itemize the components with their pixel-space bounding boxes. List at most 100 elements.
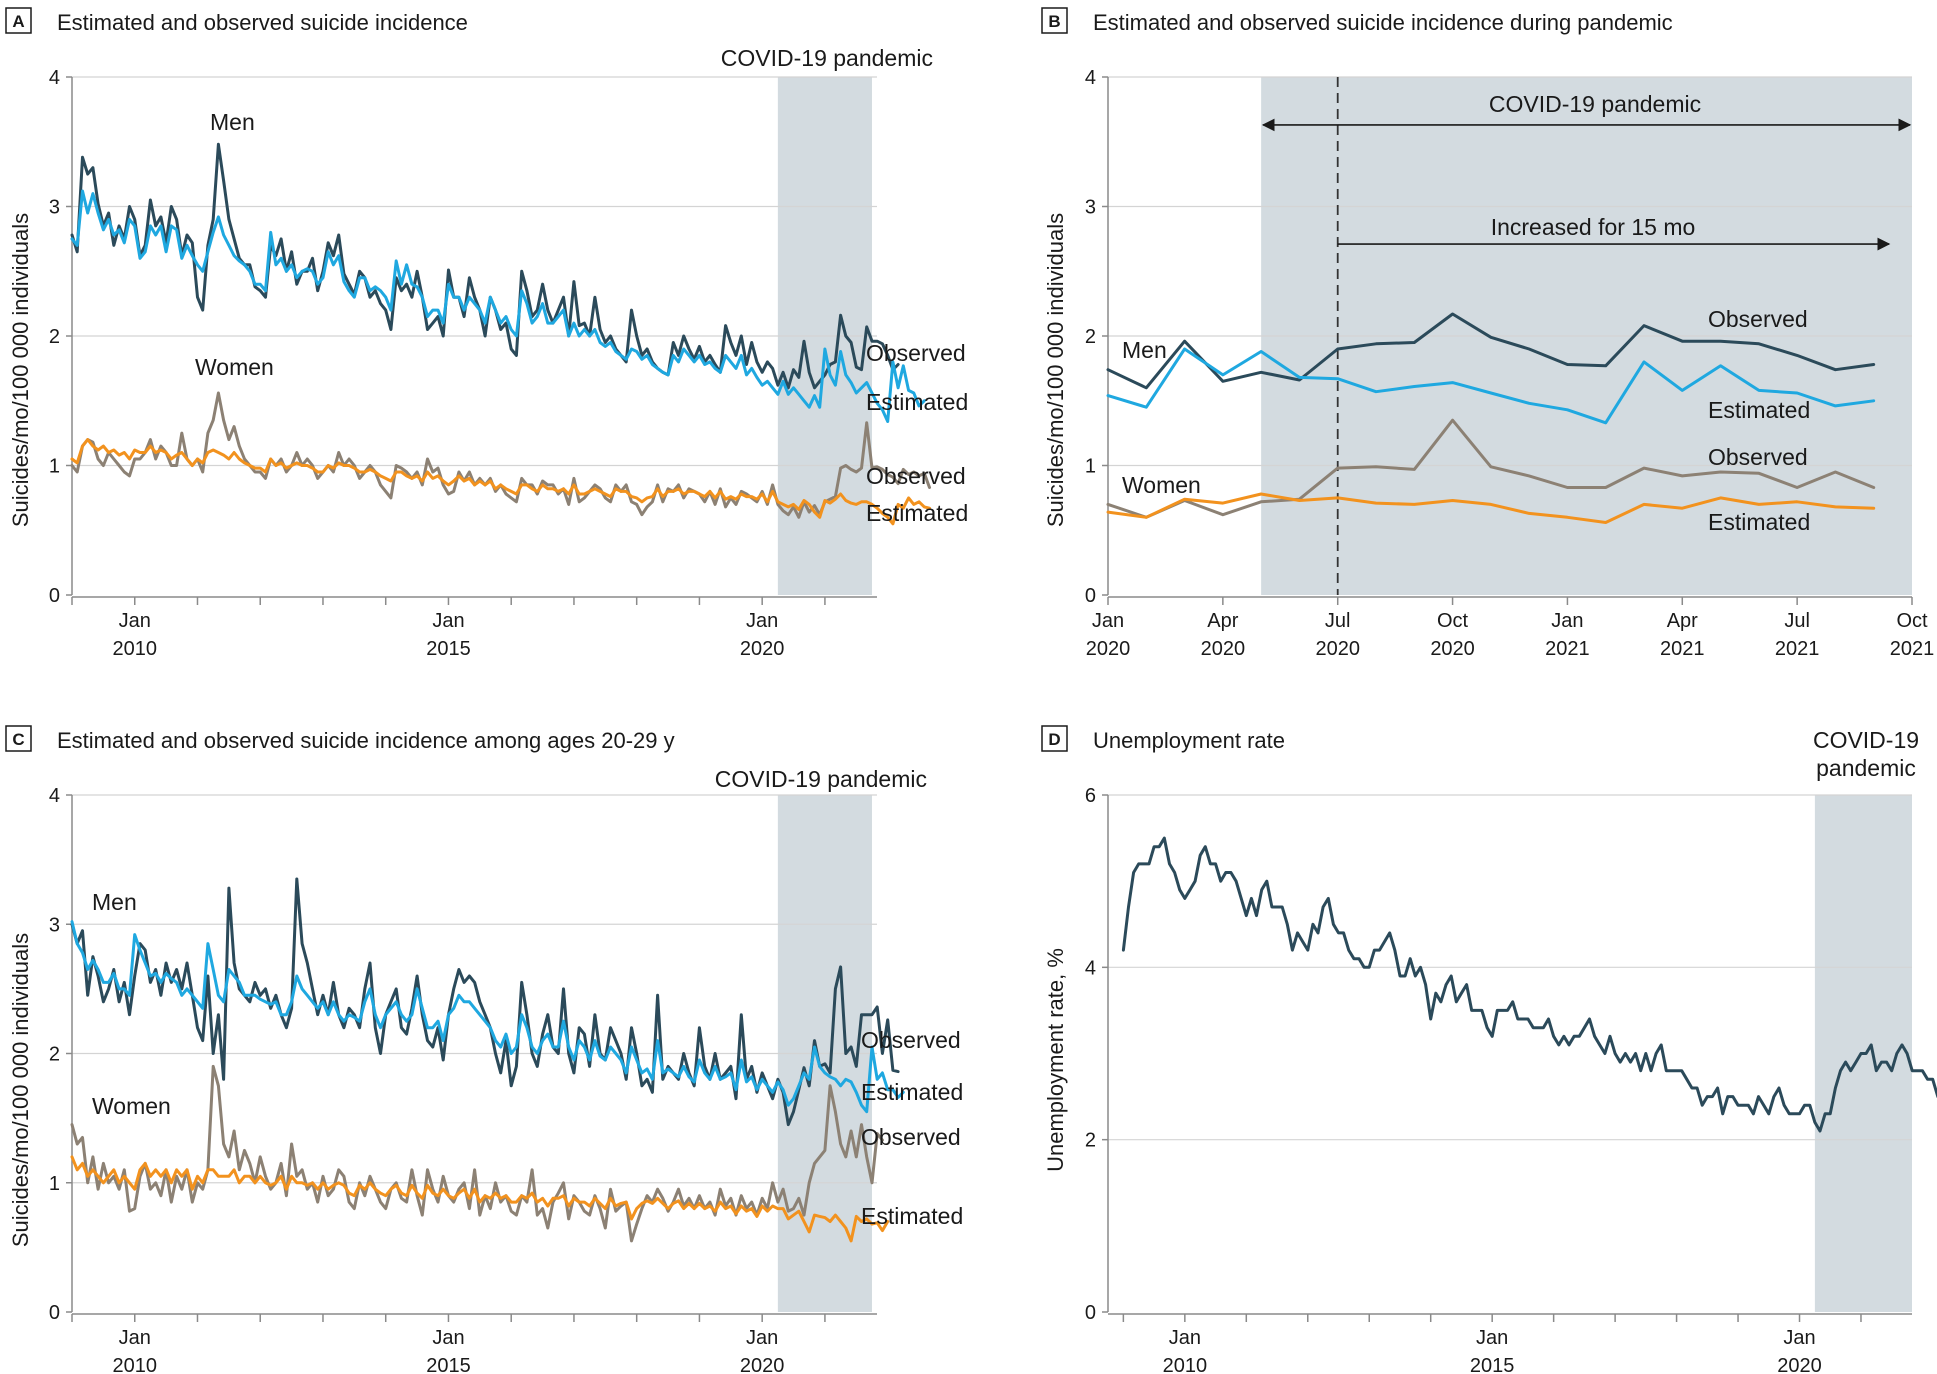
panel-d-pandemic-label-line2: pandemic: [1816, 755, 1916, 781]
panel-c-x-tick-label: 2020: [740, 1355, 785, 1374]
panel-c-y-axis-label: Suicides/mo/100 000 individuals: [8, 933, 33, 1247]
panel-c: C Estimated and observed suicide inciden…: [5, 725, 963, 1374]
panel-d-x-tick-label: Jan: [1783, 1327, 1815, 1349]
panel-b-badge: [1041, 7, 1068, 34]
panel-c-men-label: Men: [92, 889, 137, 915]
panel-b-x-tick-label: 2020: [1086, 638, 1131, 660]
panel-b-x-tick-label: 2020: [1201, 638, 1246, 660]
panel-d-pandemic-label-line1: COVID-19: [1813, 727, 1919, 753]
panel-c-x-tick-label: Jan: [432, 1327, 464, 1349]
panel-b-x-tick-label: 2021: [1775, 638, 1820, 660]
panel-d: D Unemployment rate 0 2 4 6 Jan 2010 Jan 2015 Ja…: [1041, 725, 1937, 1374]
panel-c-pandemic-label: COVID-19 pandemic: [715, 766, 927, 792]
panel-b-x-tick-label: 2021: [1890, 638, 1935, 660]
panel-b-y-tick-label: 1: [1085, 456, 1096, 478]
panel-a-series-women-estimated: [70, 438, 931, 526]
panel-a-pandemic-label: COVID-19 pandemic: [721, 45, 933, 71]
panel-d-title: Unemployment rate: [1093, 728, 1285, 753]
panel-d-y-tick-label: 6: [1085, 785, 1096, 807]
panel-c-women-estimated-label: Estimated: [861, 1203, 963, 1229]
panel-c-x-tick-label: Jan: [119, 1327, 151, 1349]
panel-b-men-label: Men: [1122, 337, 1167, 363]
panel-d-y-tick-label: 2: [1085, 1130, 1096, 1152]
panel-c-women-observed-label: Observed: [861, 1124, 961, 1150]
panel-c-men-observed-label: Observed: [861, 1027, 961, 1053]
panel-a-badge-label: A: [12, 12, 24, 31]
panel-a-x-tick-label: Jan: [432, 610, 464, 632]
panel-a-series-men-estimated: [70, 189, 926, 423]
panel-c-plot: 0 1 2 3 4 Jan 2010 Jan 2015 Jan 2020: [49, 785, 905, 1374]
panel-d-y-tick-label: 4: [1085, 957, 1096, 979]
panel-a-badge: [5, 7, 32, 34]
panel-c-y-tick-label: 0: [49, 1302, 60, 1324]
panel-c-series-women-estimated: [70, 1155, 890, 1243]
panel-b-series-men-estimated: [1106, 347, 1876, 425]
panel-c-y-tick-label: 2: [49, 1044, 60, 1066]
panel-a-title: Estimated and observed suicide incidence: [57, 10, 468, 35]
panel-b-plot: 0 1 2 3 4 Jan 2020 Apr 2020 Jul 2020 Oct 2020 Jan 2021…: [1085, 67, 1934, 660]
panel-b-series-men-observed: [1106, 312, 1876, 390]
panel-a-women-estimated-label: Estimated: [866, 500, 968, 526]
panel-a-women-observed-label: Observed: [866, 463, 966, 489]
panel-b-series-women-estimated: [1106, 492, 1876, 524]
panel-c-y-tick-label: 1: [49, 1173, 60, 1195]
panel-b-increase-label: Increased for 15 mo: [1491, 214, 1696, 240]
panel-b-x-tick-label: Apr: [1207, 610, 1238, 632]
panel-a: A Estimated and observed suicide inciden…: [5, 7, 968, 660]
panel-b-women-observed-label: Observed: [1708, 444, 1808, 470]
panel-b-x-tick-label: 2020: [1430, 638, 1475, 660]
panel-a-y-tick-label: 4: [49, 67, 60, 89]
panel-b-badge-label: B: [1048, 12, 1060, 31]
panel-a-x-tick-label: Jan: [746, 610, 778, 632]
panel-c-men-estimated-label: Estimated: [861, 1079, 963, 1105]
panel-b-y-tick-label: 4: [1085, 67, 1096, 89]
panel-a-men-label: Men: [210, 109, 255, 135]
panel-a-y-tick-label: 0: [49, 585, 60, 607]
panel-c-badge-label: C: [12, 730, 24, 749]
panel-c-title: Estimated and observed suicide incidence…: [57, 728, 675, 753]
panel-c-x-tick-label: 2010: [112, 1355, 157, 1374]
panel-a-y-tick-label: 1: [49, 456, 60, 478]
panel-a-men-estimated-label: Estimated: [866, 389, 968, 415]
panel-a-x-tick-label: 2010: [112, 638, 157, 660]
panel-b-x-tick-label: Jul: [1325, 610, 1351, 632]
panel-b-women-estimated-label: Estimated: [1708, 509, 1810, 535]
panel-b-women-label: Women: [1122, 472, 1201, 498]
panel-b-pandemic-label: COVID-19 pandemic: [1489, 91, 1701, 117]
panel-d-series-unemployment: [1121, 836, 1937, 1133]
panel-d-x-tick-label: Jan: [1476, 1327, 1508, 1349]
panel-a-series-men-observed: [70, 142, 900, 390]
panel-d-x-tick-label: Jan: [1169, 1327, 1201, 1349]
panel-b-x-tick-label: Jan: [1092, 610, 1124, 632]
panel-b-y-tick-label: 2: [1085, 326, 1096, 348]
panel-b-x-tick-label: 2021: [1660, 638, 1705, 660]
panel-b-title: Estimated and observed suicide incidence…: [1093, 10, 1673, 35]
panel-b-x-tick-label: 2021: [1545, 638, 1590, 660]
panel-c-x-tick-label: 2015: [426, 1355, 471, 1374]
panel-b-y-tick-label: 3: [1085, 197, 1096, 219]
panel-a-y-tick-label: 2: [49, 326, 60, 348]
panel-a-plot: 0 1 2 3 4 Jan 2010 Jan 2015 Jan 2020: [49, 67, 931, 660]
panel-b-y-axis-label: Suicides/mo/100 000 individuals: [1043, 213, 1068, 527]
panel-d-badge-label: D: [1048, 730, 1060, 749]
panel-a-y-tick-label: 3: [49, 197, 60, 219]
panel-d-plot: 0 2 4 6 Jan 2010 Jan 2015 Jan 2020: [1085, 785, 1937, 1374]
panel-c-y-tick-label: 4: [49, 785, 60, 807]
panel-d-x-tick-label: 2010: [1163, 1355, 1208, 1374]
panel-d-y-axis-label: Unemployment rate, %: [1043, 948, 1068, 1172]
panel-c-women-label: Women: [92, 1093, 171, 1119]
panel-c-series-women-observed: [70, 1064, 884, 1243]
panel-a-y-axis-label: Suicides/mo/100 000 individuals: [8, 213, 33, 527]
panel-d-x-tick-label: 2015: [1470, 1355, 1515, 1374]
panel-b-men-observed-label: Observed: [1708, 306, 1808, 332]
panel-d-x-tick-label: 2020: [1777, 1355, 1822, 1374]
panel-b: B Estimated and observed suicide inciden…: [1041, 7, 1934, 660]
panel-a-x-tick-label: 2015: [426, 638, 471, 660]
panel-a-women-label: Women: [195, 354, 274, 380]
panel-c-series-men-observed: [70, 877, 900, 1127]
panel-b-x-tick-label: Apr: [1667, 610, 1698, 632]
panel-c-y-tick-label: 3: [49, 914, 60, 936]
panel-c-x-tick-label: Jan: [746, 1327, 778, 1349]
panel-b-x-tick-label: Jan: [1551, 610, 1583, 632]
panel-b-x-tick-label: Oct: [1437, 610, 1469, 632]
